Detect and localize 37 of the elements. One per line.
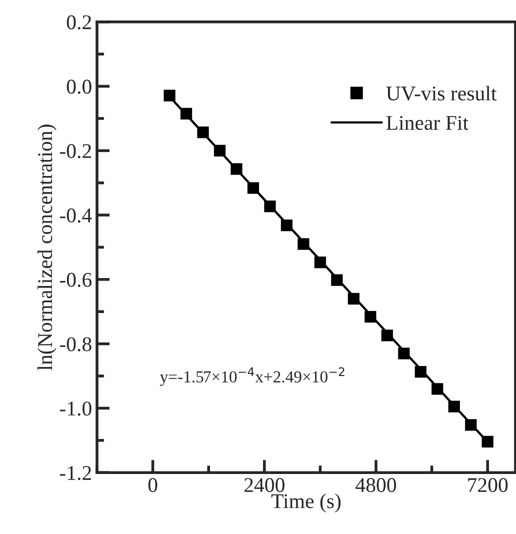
point — [432, 383, 444, 395]
y-axis-title: ln(Normalized concentration) — [37, 124, 56, 370]
y-tick-label: 0.0 — [66, 80, 92, 94]
y-tick-label: -0.8 — [60, 337, 92, 352]
point — [180, 108, 192, 120]
point — [381, 330, 393, 342]
point — [214, 144, 226, 156]
point — [314, 256, 326, 268]
point — [331, 274, 343, 286]
y-tick-label: -1.0 — [60, 402, 92, 416]
point — [230, 163, 242, 175]
x-tick-label: 7200 — [468, 478, 508, 492]
x-tick-label: 4800 — [356, 478, 396, 492]
point — [280, 220, 293, 232]
legend-label: UV-vis result — [386, 86, 497, 101]
point — [482, 436, 494, 448]
y-tick-label: 0.2 — [66, 15, 91, 30]
point — [264, 200, 276, 212]
point — [247, 182, 260, 194]
point — [398, 348, 410, 360]
y-tick-label: -0.6 — [60, 272, 92, 287]
y-tick-label: -1.2 — [60, 466, 91, 480]
y-tick-label: -0.2 — [60, 144, 91, 158]
y-tick-label: -0.4 — [60, 208, 92, 223]
x-axis-title: Time (s) — [271, 494, 341, 512]
point — [197, 126, 209, 138]
point — [164, 90, 176, 102]
point — [364, 310, 376, 323]
point — [298, 238, 310, 250]
point — [348, 292, 360, 305]
point — [448, 400, 460, 412]
x-tick-label: 2400 — [244, 478, 284, 492]
point — [414, 366, 426, 378]
x-tick-label: 0 — [148, 478, 158, 492]
point — [465, 419, 477, 431]
legend-label: Linear Fit — [386, 116, 468, 130]
annotation: y=-1.57×10$^{−4}$x+2.49×10$^{−2}$ — [160, 367, 344, 386]
